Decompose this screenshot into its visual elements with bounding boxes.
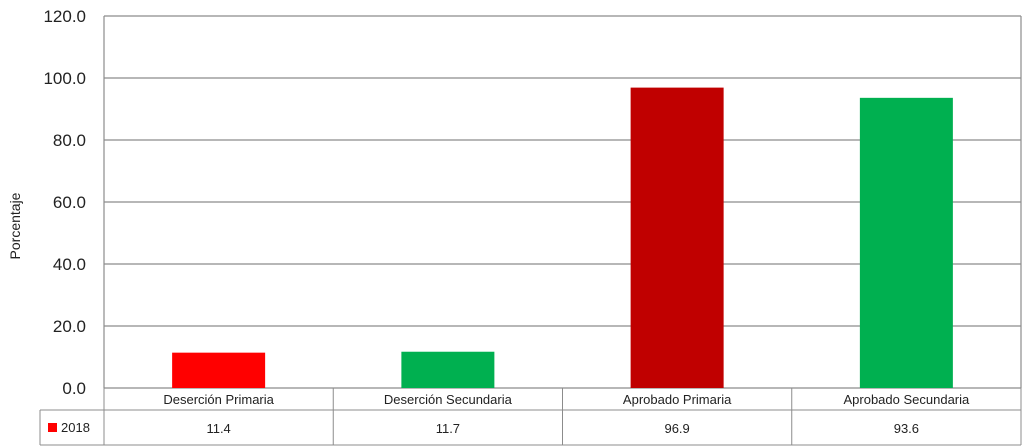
bar (401, 351, 495, 388)
category-label: Aprobado Secundaria (843, 392, 970, 407)
category-label: Deserción Secundaria (384, 392, 513, 407)
y-tick-label: 100.0 (43, 69, 86, 88)
gridlines (103, 15, 1022, 389)
data-label: 96.9 (664, 421, 689, 436)
bars (172, 87, 953, 389)
y-tick-label: 60.0 (53, 193, 86, 212)
data-label: 93.6 (894, 421, 919, 436)
bar (859, 97, 953, 388)
y-tick-label: 40.0 (53, 255, 86, 274)
y-tick-label: 0.0 (62, 379, 86, 398)
y-tick-labels: 0.0 20.0 40.0 60.0 80.0 100.0 120.0 (43, 7, 86, 398)
y-tick-label: 20.0 (53, 317, 86, 336)
y-axis-label: Porcentaje (7, 192, 23, 259)
category-label: Aprobado Primaria (623, 392, 732, 407)
legend-series-name: 2018 (61, 420, 90, 435)
legend-swatch (48, 423, 57, 432)
bar (630, 87, 724, 389)
data-label: 11.4 (206, 421, 230, 436)
y-tick-label: 80.0 (53, 131, 86, 150)
bar (172, 352, 266, 388)
y-tick-label: 120.0 (43, 7, 86, 26)
data-label: 11.7 (436, 421, 460, 436)
category-label: Deserción Primaria (163, 392, 274, 407)
data-table: Deserción Primaria 11.4 Deserción Secundar… (39, 388, 1022, 446)
